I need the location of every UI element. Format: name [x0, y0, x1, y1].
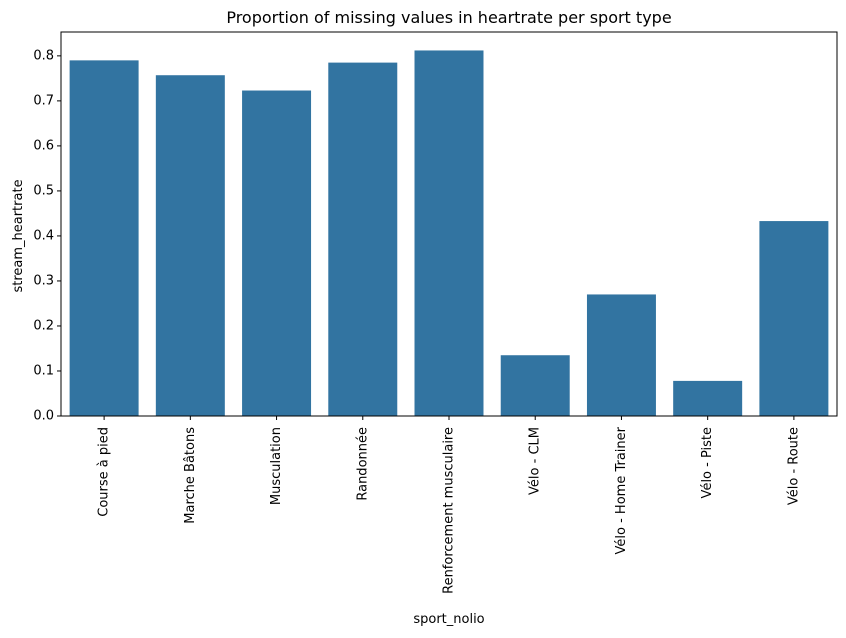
bar	[500, 355, 570, 416]
bar	[69, 60, 139, 417]
x-tick-label: Vélo - CLM	[528, 427, 543, 495]
y-tick-label: 0.2	[33, 318, 54, 333]
y-axis: 0.0 0.1 0.2 0.3 0.4 0.5 0.6 0.7 0.8	[33, 48, 61, 424]
bar	[759, 221, 829, 416]
y-axis-label: stream_heartrate	[11, 179, 26, 292]
y-tick-label: 0.0	[33, 409, 54, 424]
x-axis-label: sport_nolio	[413, 612, 484, 627]
x-tick-label: Vélo - Route	[786, 427, 801, 505]
bar	[328, 62, 398, 417]
bar	[155, 75, 225, 416]
bar	[414, 50, 484, 417]
x-tick-label: Vélo - Home Trainer	[614, 426, 629, 554]
x-tick-label: Musculation	[269, 427, 284, 505]
chart-title: Proportion of missing values in heartrat…	[226, 8, 671, 27]
y-tick-label: 0.7	[33, 93, 54, 108]
x-tick-label: Vélo - Piste	[700, 427, 715, 498]
y-tick-label: 0.1	[33, 363, 54, 378]
x-tick-label: Randonnée	[355, 427, 370, 501]
x-axis: Course à pied Marche Bâtons Musculation Ran…	[97, 416, 801, 594]
plot-frame	[60, 31, 838, 417]
y-tick-label: 0.8	[33, 48, 54, 63]
bar	[586, 294, 656, 416]
bar	[673, 380, 743, 416]
bar	[242, 90, 312, 417]
bars-layer	[69, 50, 829, 417]
y-tick-label: 0.4	[33, 228, 54, 243]
y-tick-label: 0.6	[33, 138, 54, 153]
y-tick-label: 0.5	[33, 183, 54, 198]
x-tick-label: Marche Bâtons	[183, 427, 198, 524]
x-tick-label: Renforcement musculaire	[442, 427, 457, 594]
x-tick-label: Course à pied	[97, 427, 112, 517]
y-tick-label: 0.3	[33, 273, 54, 288]
